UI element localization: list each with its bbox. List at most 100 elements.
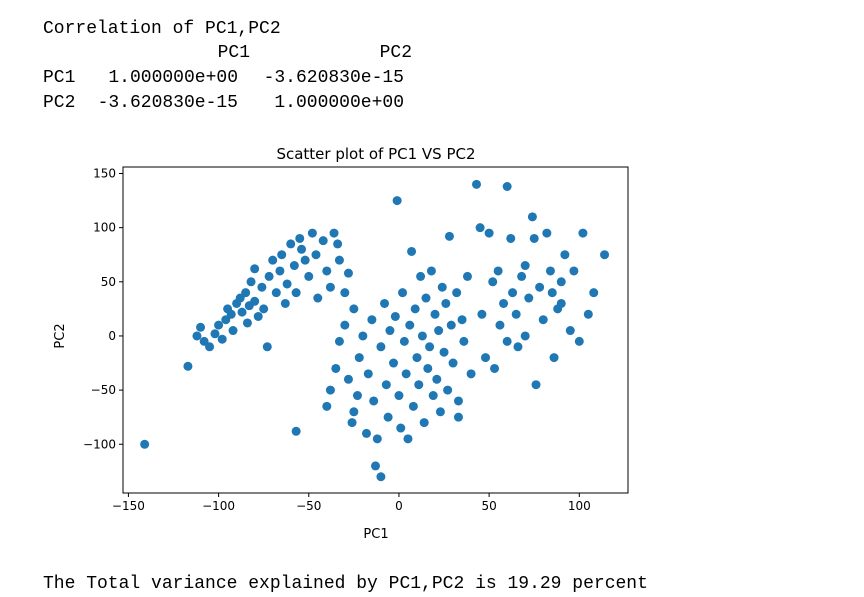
point (250, 296, 260, 306)
point (277, 250, 287, 260)
point (325, 385, 335, 395)
point (549, 353, 559, 363)
point (250, 264, 260, 274)
point (453, 396, 463, 406)
point (262, 342, 272, 352)
x-tick-label: −50 (296, 499, 321, 513)
point (369, 396, 379, 406)
point (502, 336, 512, 346)
point (499, 298, 509, 308)
point (361, 428, 371, 438)
point (405, 320, 415, 330)
point (396, 423, 406, 433)
point (313, 293, 323, 303)
point (205, 342, 215, 352)
point (481, 353, 491, 363)
point (322, 401, 332, 411)
point (363, 369, 373, 379)
point (259, 304, 269, 314)
point (286, 239, 296, 249)
point (506, 233, 516, 243)
point (307, 228, 317, 238)
point (257, 282, 267, 292)
point (392, 196, 402, 206)
point (560, 250, 570, 260)
point (300, 255, 310, 265)
point (349, 407, 359, 417)
point (412, 353, 422, 363)
point (403, 434, 413, 444)
point (401, 369, 411, 379)
point (545, 266, 555, 276)
point (434, 326, 444, 336)
point (578, 228, 588, 238)
y-tick-label: 100 (93, 221, 116, 235)
point (466, 369, 476, 379)
point (289, 261, 299, 271)
point (535, 282, 545, 292)
point (354, 353, 364, 363)
point (531, 380, 541, 390)
point (430, 309, 440, 319)
point (520, 261, 530, 271)
cell: 1.000000e+00 (274, 93, 404, 113)
point (367, 315, 377, 325)
point (275, 266, 285, 276)
point (472, 179, 481, 189)
point (527, 212, 537, 222)
point (410, 304, 420, 314)
chart-title: Scatter plot of PC1 VS PC2 (276, 145, 475, 163)
point (453, 412, 463, 422)
point (495, 320, 505, 330)
column-header: PC1 (218, 43, 250, 63)
point (444, 231, 454, 241)
row-label: PC2 (43, 93, 75, 113)
point (196, 322, 206, 332)
point (443, 385, 453, 395)
y-tick-label: 150 (93, 166, 116, 180)
point (371, 461, 380, 471)
correlation-title: Correlation of PC1,PC2 (43, 19, 281, 39)
point (295, 233, 305, 243)
point (389, 358, 399, 368)
y-tick-label: −100 (83, 437, 116, 451)
point (347, 418, 357, 428)
point (477, 309, 487, 319)
point (399, 336, 409, 346)
point (490, 363, 500, 373)
point (511, 309, 521, 319)
point (268, 255, 278, 265)
point (574, 336, 584, 346)
point (282, 279, 292, 289)
point (556, 298, 566, 308)
point (358, 331, 368, 341)
y-tick-label: −50 (91, 383, 116, 397)
point (513, 342, 523, 352)
point (423, 363, 433, 373)
point (432, 374, 442, 384)
point (437, 282, 447, 292)
row-label: PC1 (43, 68, 75, 88)
point (383, 412, 393, 422)
point (520, 331, 530, 341)
point (488, 277, 498, 287)
point (475, 223, 485, 233)
point (280, 298, 290, 308)
point (425, 342, 435, 352)
point (291, 426, 301, 436)
point (417, 331, 427, 341)
point (318, 236, 328, 246)
point (253, 311, 263, 321)
point (334, 255, 344, 265)
cell: 1.000000e+00 (108, 68, 238, 88)
point (484, 228, 494, 238)
x-tick-label: −150 (112, 499, 145, 513)
point (446, 320, 456, 330)
cell: -3.620830e-15 (264, 68, 404, 88)
point (459, 336, 469, 346)
point (547, 288, 557, 298)
x-tick-label: 0 (395, 499, 403, 513)
point (517, 271, 527, 281)
point (385, 326, 395, 336)
point (381, 380, 391, 390)
